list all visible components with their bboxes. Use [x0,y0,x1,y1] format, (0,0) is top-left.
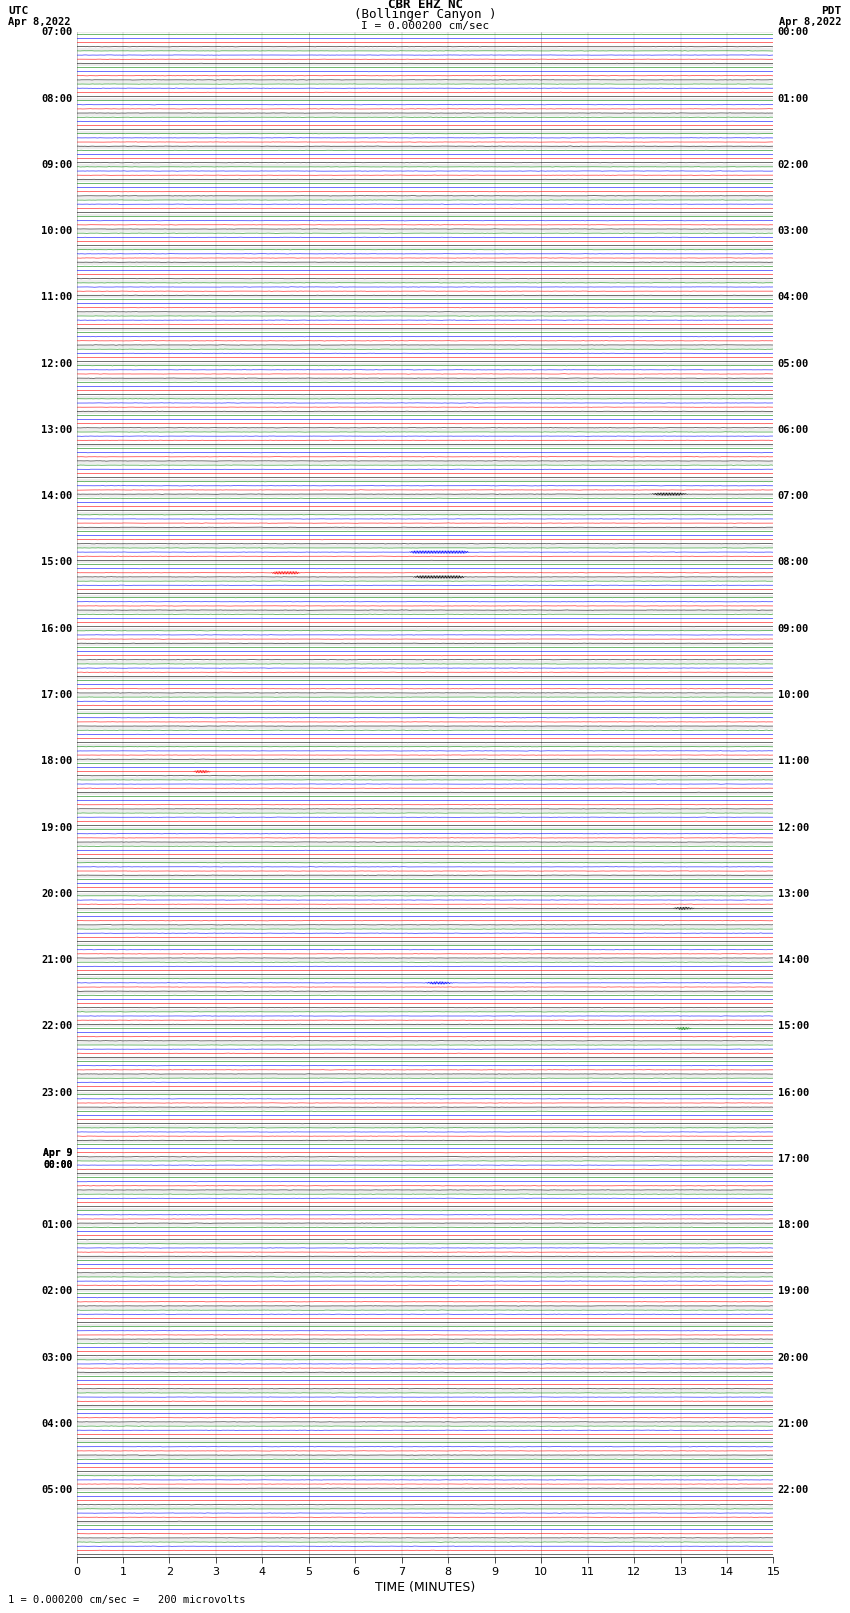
Text: 11:00: 11:00 [41,292,72,302]
Text: 12:00: 12:00 [41,358,72,369]
Text: 17:00: 17:00 [41,690,72,700]
Text: 23:00: 23:00 [41,1087,72,1097]
Text: Apr 8,2022: Apr 8,2022 [8,18,71,27]
Text: 10:00: 10:00 [41,226,72,235]
Text: 15:00: 15:00 [778,1021,809,1031]
Text: 12:00: 12:00 [778,823,809,832]
Text: PDT: PDT [821,6,842,16]
Text: 22:00: 22:00 [778,1486,809,1495]
Text: 21:00: 21:00 [41,955,72,965]
Text: 05:00: 05:00 [41,1486,72,1495]
Text: 10:00: 10:00 [778,690,809,700]
Text: (Bollinger Canyon ): (Bollinger Canyon ) [354,8,496,21]
Text: UTC: UTC [8,6,29,16]
Text: 22:00: 22:00 [41,1021,72,1031]
Text: 05:00: 05:00 [778,358,809,369]
Text: 11:00: 11:00 [778,756,809,766]
X-axis label: TIME (MINUTES): TIME (MINUTES) [375,1581,475,1594]
Text: 04:00: 04:00 [41,1419,72,1429]
Text: 19:00: 19:00 [778,1287,809,1297]
Text: 16:00: 16:00 [778,1087,809,1097]
Text: Apr 8,2022: Apr 8,2022 [779,18,842,27]
Text: 18:00: 18:00 [41,756,72,766]
Text: 15:00: 15:00 [41,558,72,568]
Text: 06:00: 06:00 [778,424,809,436]
Text: 20:00: 20:00 [41,889,72,898]
Text: 17:00: 17:00 [778,1153,809,1165]
Text: Apr 9
00:00: Apr 9 00:00 [42,1148,72,1169]
Text: I = 0.000200 cm/sec: I = 0.000200 cm/sec [361,21,489,31]
Text: 07:00: 07:00 [778,492,809,502]
Text: 04:00: 04:00 [778,292,809,302]
Text: 13:00: 13:00 [778,889,809,898]
Text: 01:00: 01:00 [778,94,809,103]
Text: 18:00: 18:00 [778,1219,809,1231]
Text: 19:00: 19:00 [41,823,72,832]
Text: 21:00: 21:00 [778,1419,809,1429]
Text: CBR EHZ NC: CBR EHZ NC [388,0,462,11]
Text: 02:00: 02:00 [778,160,809,169]
Text: 03:00: 03:00 [41,1353,72,1363]
Text: 13:00: 13:00 [41,424,72,436]
Text: 07:00: 07:00 [41,27,72,37]
Text: 14:00: 14:00 [778,955,809,965]
Text: 03:00: 03:00 [778,226,809,235]
Text: 20:00: 20:00 [778,1353,809,1363]
Text: 09:00: 09:00 [41,160,72,169]
Text: 1 = 0.000200 cm/sec =   200 microvolts: 1 = 0.000200 cm/sec = 200 microvolts [8,1595,246,1605]
Text: 00:00: 00:00 [778,27,809,37]
Text: 09:00: 09:00 [778,624,809,634]
Text: 16:00: 16:00 [41,624,72,634]
Text: 08:00: 08:00 [41,94,72,103]
Text: 02:00: 02:00 [41,1287,72,1297]
Text: 14:00: 14:00 [41,492,72,502]
Text: 08:00: 08:00 [778,558,809,568]
Text: Apr 9
00:00: Apr 9 00:00 [42,1148,72,1169]
Text: 01:00: 01:00 [41,1219,72,1231]
